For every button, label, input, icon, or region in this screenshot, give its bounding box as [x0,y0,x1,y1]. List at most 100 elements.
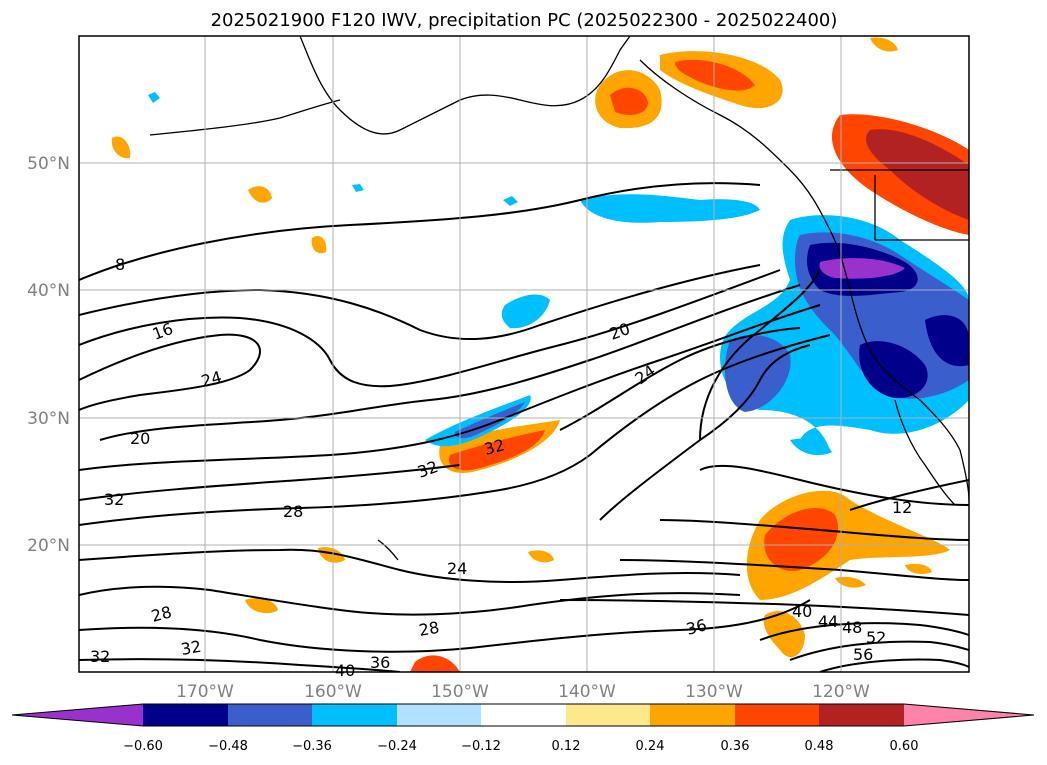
contour-label: 28 [417,618,440,640]
colorbar-tick: 0.48 [805,739,834,754]
lon-label: 160°W [304,682,362,702]
colorbar-segment [228,704,312,726]
lat-label: 30°N [27,409,70,429]
precip-positive-area [764,507,839,571]
colorbar-tick: 0.36 [721,739,750,754]
contour-line [79,264,761,341]
contour-label: 52 [866,628,886,647]
contour-line [79,182,761,281]
precip-negative-area [925,315,969,367]
colorbar-segment [819,704,904,726]
precip-positive-area [866,129,969,220]
precip-positive-area [675,59,755,91]
west-coast-coastline [639,59,969,501]
precip-negative-area [580,194,760,223]
contour-line [819,658,969,672]
precip-positive-area [248,186,272,203]
colorbar-outline [11,703,1035,727]
contour-label: 36 [684,615,709,639]
precip-positive-area [318,547,345,563]
map-content [79,36,969,672]
lat-label: 40°N [27,281,70,301]
precip-positive-area [111,136,131,159]
contour-line [79,464,461,501]
colorbar-tick: 0.12 [552,739,581,754]
colorbar [11,703,1035,727]
iwv-contours [79,182,969,672]
colorbar-tick: 0.60 [890,739,919,754]
contour-line [79,548,741,583]
precip-positive-area [528,550,554,563]
contour-line [79,599,811,653]
contour-label: 24 [199,367,224,391]
contour-line [599,344,811,521]
contour-label: 20 [130,429,150,448]
colorbar-segment [904,704,1034,726]
contour-label: 24 [447,559,467,578]
contour-label: 12 [892,498,912,517]
contour-line [699,269,821,441]
colorbar-tick: −0.24 [377,739,417,754]
contour-line [659,519,969,541]
colorbar-segment [481,704,566,726]
contour-label: 40 [792,602,812,621]
contour-line [789,640,969,661]
contour-line [79,304,821,471]
lon-label: 170°W [176,682,234,702]
precip-positive-area [311,235,327,254]
lon-label: 140°W [558,682,616,702]
colorbar-tick: 0.24 [636,739,665,754]
contour-labels: 8 16 24 20 20 24 32 32 28 24 32 28 28 32… [90,255,912,680]
contour-label: 8 [115,255,125,274]
precip-positive-area [905,563,932,574]
latitude-labels: 50°N 40°N 30°N 20°N [27,154,70,556]
lon-label: 130°W [685,682,743,702]
precip-negative-area [503,196,518,206]
precip-positive-area [610,87,648,115]
colorbar-segment [735,704,819,726]
colorbar-tick: −0.60 [123,739,163,754]
border-lines [830,169,969,241]
precip-positive-area [835,576,866,588]
precip-negative-area [425,395,531,447]
colorbar-tick: −0.36 [292,739,332,754]
colorbar-tick-labels: −0.60 −0.48 −0.36 −0.24 −0.12 0.12 0.24 … [123,739,918,754]
contour-line [99,284,801,441]
map-title: 2025021900 F120 IWV, precipitation PC (2… [211,10,838,31]
lon-label: 120°W [812,682,870,702]
contour-line [559,327,801,431]
contour-line [849,479,969,511]
contour-label: 32 [179,637,202,659]
graticule [79,36,969,672]
colorbar-segment [566,704,650,726]
precip-positive-area [763,611,805,658]
contour-label: 32 [482,435,507,459]
precip-negative-area [501,294,550,329]
contour-label: 28 [283,502,303,521]
precip-positive-area [245,598,278,614]
precip-positive-area [410,655,460,672]
precip-negative-area [148,92,160,103]
contour-line [619,559,969,581]
colorbar-segment [12,704,143,726]
lon-label: 150°W [431,682,489,702]
colorbar-segment [650,704,735,726]
contour-line [699,464,969,506]
contour-label: 56 [853,645,873,664]
contour-line [759,622,969,641]
lat-label: 20°N [27,536,70,556]
contour-line [559,599,969,616]
precip-negative-area [859,341,928,399]
precip-positive-area [449,430,545,471]
contour-label: 48 [842,618,862,637]
precip-positive-area [870,37,898,52]
contour-label: 28 [149,602,174,626]
contour-label: 44 [818,612,838,631]
colorbar-tick: −0.48 [208,739,248,754]
colorbar-segment [312,704,397,726]
contour-line [79,333,261,411]
map-frame [78,35,970,673]
precip-negative-area [790,438,832,456]
colorbar-tick: −0.12 [461,739,501,754]
